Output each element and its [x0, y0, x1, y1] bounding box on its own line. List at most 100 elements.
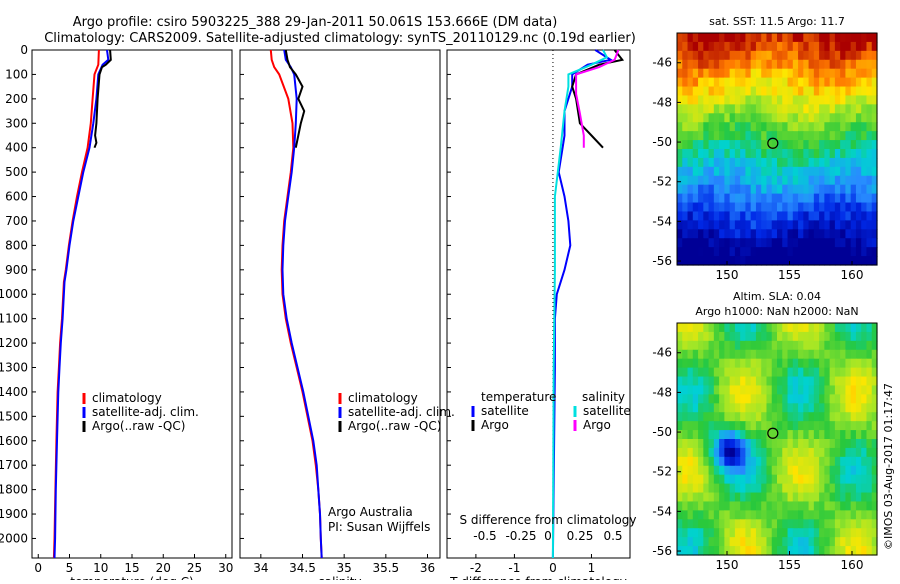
heatmap-cell — [729, 247, 736, 257]
heatmap-cell — [855, 501, 862, 511]
heatmap-cell — [787, 113, 794, 123]
heatmap-cell — [850, 528, 857, 538]
heatmap-cell — [798, 131, 804, 141]
heatmap-cell — [719, 349, 725, 360]
heatmap-cell — [871, 474, 878, 485]
heatmap-cell — [766, 104, 773, 114]
heatmap-cell — [713, 256, 720, 266]
heatmap-cell — [861, 140, 868, 150]
heatmap-cell — [792, 439, 799, 449]
heatmap-cell — [698, 510, 704, 520]
heatmap-cell — [808, 456, 815, 467]
heatmap-cell — [777, 323, 783, 333]
heatmap-cell — [840, 220, 847, 230]
heatmap-cell — [840, 131, 847, 141]
heatmap-cell — [677, 323, 683, 333]
heatmap-cell — [850, 447, 857, 458]
heatmap-cell — [692, 175, 699, 186]
heatmap-cell — [740, 157, 747, 168]
heatmap-cell — [750, 430, 757, 440]
y-tick-label: 1900 — [0, 507, 28, 521]
heatmap-cell — [761, 528, 768, 538]
heatmap-cell — [850, 59, 857, 70]
heatmap-cell — [808, 528, 815, 538]
heatmap-cell — [703, 86, 710, 97]
heatmap-cell — [698, 474, 704, 485]
heatmap-cell — [682, 474, 689, 485]
heatmap-cell — [855, 537, 862, 547]
heatmap-cell — [855, 430, 862, 440]
heatmap-cell — [729, 376, 736, 387]
heatmap-cell — [750, 492, 757, 503]
heatmap-cell — [777, 77, 783, 88]
heatmap-cell — [824, 430, 831, 440]
heatmap-cell — [734, 33, 741, 43]
heatmap-cell — [719, 68, 725, 79]
heatmap-cell — [787, 331, 794, 342]
heatmap-cell — [803, 202, 810, 213]
heatmap-cell — [819, 122, 825, 132]
heatmap-cell — [871, 211, 878, 221]
heatmap-cell — [829, 519, 836, 529]
heatmap-cell — [866, 113, 873, 123]
heatmap-cell — [692, 385, 699, 395]
heatmap-cell — [677, 501, 683, 511]
heatmap-cell — [687, 358, 694, 369]
heatmap-cell — [792, 50, 799, 61]
heatmap-cell — [861, 184, 868, 195]
heatmap-cell — [724, 537, 731, 547]
heatmap-cell — [698, 465, 704, 476]
map-title: sat. SST: 11.5 Argo: 11.7 — [709, 15, 845, 28]
legend-label: Argo(..raw -QC) — [348, 419, 441, 433]
heatmap-cell — [787, 131, 794, 141]
heatmap-cell — [687, 140, 694, 150]
heatmap-cell — [808, 184, 815, 195]
heatmap-cell — [819, 331, 825, 342]
heatmap-cell — [792, 421, 799, 431]
heatmap-cell — [724, 238, 731, 248]
heatmap-cell — [724, 157, 731, 168]
heatmap-cell — [834, 367, 841, 378]
heatmap-cell — [861, 247, 868, 257]
heatmap-cell — [698, 95, 704, 105]
x-tick-label: 155 — [778, 558, 801, 572]
heatmap-cell — [829, 510, 836, 520]
heatmap-cell — [824, 403, 831, 413]
heatmap-cell — [787, 193, 794, 204]
heatmap-cell — [792, 149, 799, 159]
heatmap-cell — [829, 528, 836, 538]
heatmap-cell — [734, 323, 741, 333]
heatmap-cell — [692, 528, 699, 538]
heatmap-cell — [719, 175, 725, 186]
heatmap-cell — [787, 340, 794, 351]
heatmap-cell — [708, 492, 715, 503]
heatmap-cell — [850, 474, 857, 485]
x-tick-label: -1 — [508, 561, 520, 575]
heatmap-cell — [777, 95, 783, 105]
heatmap-cell — [777, 358, 783, 369]
heatmap-cell — [824, 483, 831, 494]
heatmap-cell — [834, 323, 841, 333]
heatmap-cell — [708, 59, 715, 70]
heatmap-cell — [729, 59, 736, 70]
heatmap-cell — [729, 349, 736, 360]
heatmap-cell — [740, 501, 747, 511]
heatmap-cell — [719, 546, 725, 556]
heatmap-cell — [719, 367, 725, 378]
heatmap-cell — [798, 519, 804, 529]
heatmap-cell — [845, 430, 852, 440]
heatmap-cell — [682, 149, 689, 159]
heatmap-cell — [750, 403, 757, 413]
heatmap-cell — [798, 546, 804, 556]
heatmap-cell — [677, 193, 683, 204]
heatmap-cell — [692, 149, 699, 159]
heatmap-cell — [724, 140, 731, 150]
heatmap-cell — [840, 456, 847, 467]
heatmap-cell — [750, 175, 757, 186]
heatmap-cell — [803, 247, 810, 257]
heatmap-cell — [677, 394, 683, 404]
heatmap-cell — [850, 331, 857, 342]
heatmap-cell — [861, 537, 868, 547]
heatmap-cell — [855, 211, 862, 221]
heatmap-cell — [803, 41, 810, 52]
